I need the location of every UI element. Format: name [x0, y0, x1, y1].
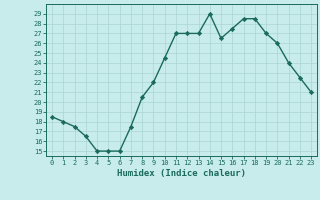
X-axis label: Humidex (Indice chaleur): Humidex (Indice chaleur): [117, 169, 246, 178]
